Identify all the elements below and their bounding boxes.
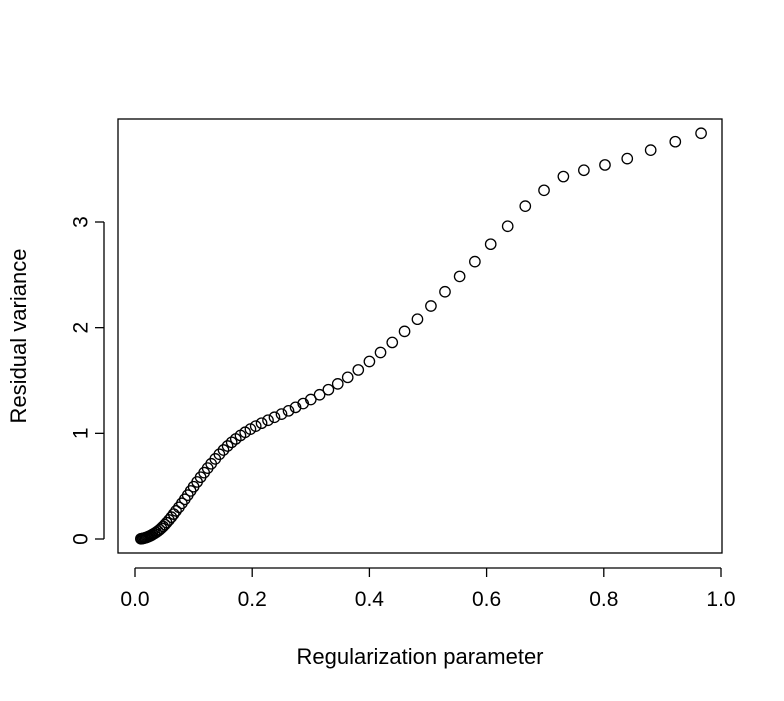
data-point [538,184,550,197]
data-point [411,313,424,326]
data-point [557,170,570,183]
data-point [341,371,354,384]
data-point [469,255,481,268]
data-point [453,270,466,283]
data-point [398,325,411,338]
data-point [313,388,326,401]
data-point [217,444,230,456]
x-tick-label: 1.0 [706,588,735,611]
data-point [225,436,238,449]
x-tick-label: 0.2 [238,588,267,611]
x-axis-title: Regularization parameter [296,644,543,669]
data-point [352,364,365,376]
x-tick-label: 0.6 [472,588,501,611]
data-point [289,401,302,414]
data-point [621,152,634,165]
y-tick-label: 2 [70,322,93,334]
data-point [213,448,226,461]
data-point [425,300,437,312]
data-point [282,404,295,417]
data-point [304,393,317,406]
data-point [374,346,387,359]
data-point [578,164,590,177]
y-tick-label: 0 [70,533,93,545]
data-point [262,414,274,427]
data-point [322,383,335,396]
data-point [363,355,376,368]
data-point [484,238,497,251]
data-points [135,127,707,545]
data-point [275,408,288,420]
data-point [170,505,182,517]
y-tick-label: 1 [70,427,93,439]
data-point [386,336,399,349]
data-point [644,144,657,156]
data-point [669,135,682,148]
data-point [439,285,451,298]
data-point [331,378,344,390]
x-axis: 0.0 0.2 0.4 0.6 0.8 1.0 [120,567,736,611]
data-point [268,411,281,424]
data-point [221,440,234,452]
data-point [599,159,611,171]
x-tick-label: 0.4 [355,588,385,611]
data-point [255,417,268,430]
data-point [519,200,532,212]
x-tick-label: 0.0 [120,588,149,611]
y-axis-title: Residual variance [6,249,31,424]
data-point [695,127,707,140]
plot-frame [117,118,723,554]
x-tick-label: 0.8 [589,588,618,611]
data-point [501,220,514,233]
data-point [249,420,262,432]
y-axis: 0 1 2 3 [70,216,105,545]
y-tick-label: 3 [70,216,93,228]
data-point [157,520,169,533]
